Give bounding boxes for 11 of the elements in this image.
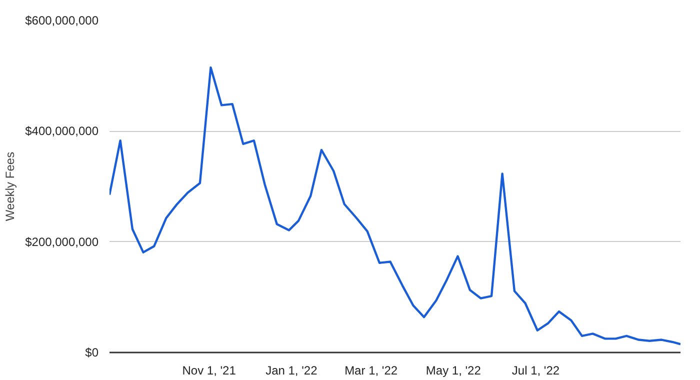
y-tick-label: $600,000,000	[25, 14, 99, 28]
x-tick-label: Jul 1, '22	[512, 364, 560, 378]
y-tick-label: $200,000,000	[25, 234, 99, 249]
x-tick-label: May 1, '22	[426, 364, 482, 378]
x-tick-label: Nov 1, '21	[182, 364, 236, 378]
y-tick-label: $0	[85, 346, 99, 360]
x-tick-label: Mar 1, '22	[344, 364, 398, 378]
y-axis-title: Weekly Fees	[3, 152, 18, 222]
y-tick-label: $400,000,000	[25, 124, 99, 138]
line-series	[110, 66, 680, 346]
x-tick-label: Jan 1, '22	[266, 364, 318, 378]
